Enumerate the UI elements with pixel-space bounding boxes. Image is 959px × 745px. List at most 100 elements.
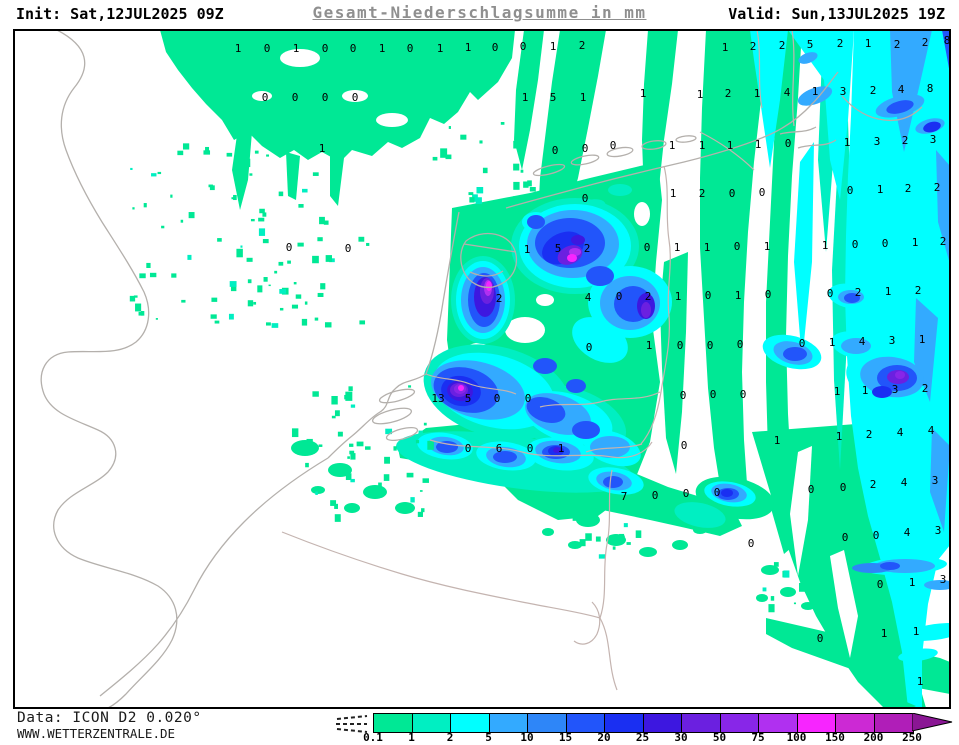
precip-grid-value: 2 [894,38,901,51]
legend-tick-label: 10 [520,731,534,744]
precip-grid-value: 2 [905,182,912,195]
precip-grid-value: 0 [677,339,684,352]
precip-grid-value: 13 [431,392,444,405]
precip-grid-value: 0 [817,632,824,645]
precip-grid-value: 1 [465,41,472,54]
precip-grid-value: 3 [940,573,947,586]
precip-grid-value: 0 [840,481,847,494]
precip-grid-value: 1 [293,42,300,55]
precip-grid-value: 0 [827,287,834,300]
precip-grid-value: 2 [870,478,877,491]
precip-grid-value: 1 [704,241,711,254]
precip-grid-value: 7 [621,490,628,503]
precip-grid-value: 3 [930,133,937,146]
precip-grid-value: 5 [550,91,557,104]
precip-grid-value: 0 [492,41,499,54]
legend-color-segment [374,714,413,732]
precip-grid-value: 2 [579,39,586,52]
precip-grid-value: 8 [927,82,934,95]
precip-grid-value: 0 [286,241,293,254]
precip-grid-value: 0 [610,139,617,152]
precip-grid-value: 5 [465,392,472,405]
data-source-label: Data: ICON D2 0.020° [17,710,202,726]
precip-grid-value: 1 [919,333,926,346]
precip-core-layer [441,231,909,497]
legend-color-segment [797,714,836,732]
legend-color-segment [451,714,490,732]
precip-grid-value: 1 [877,183,884,196]
precip-grid-value: 1 [912,236,919,249]
precip-grid-value: 0 [345,242,352,255]
precip-grid-value: 0 [525,392,532,405]
precip-grid-value: 1 [754,87,761,100]
header: Init: Sat,12JUL2025 09Z Gesamt-Niedersch… [0,0,959,29]
legend-color-segment [566,714,605,732]
precip-grid-value: 1 [319,142,326,155]
valid-time-label: Valid: Sun,13JUL2025 19Z [728,5,945,23]
precip-grid-value: 1 [558,442,565,455]
legend-tick-label: 200 [863,731,884,744]
precip-grid-value: 0 [582,142,589,155]
precip-grid-value: 8 [944,34,951,47]
coastlines-layer [40,30,923,708]
precip-grid-value: 0 [683,487,690,500]
precip-grid-value: 4 [897,426,904,439]
precip-grid-value: 2 [902,134,909,147]
precip-grid-value: 0 [799,337,806,350]
legend-color-segment [874,714,913,732]
precip-grid-value: 0 [710,388,717,401]
precip-grid-value: 0 [740,388,747,401]
precip-grid-value: 0 [734,240,741,253]
precip-grid-value: 4 [859,335,866,348]
precip-grid-value: 4 [784,86,791,99]
website-label: WWW.WETTERZENTRALE.DE [17,726,176,741]
precip-grid-value: 2 [915,284,922,297]
precip-grid-value: 0 [616,290,623,303]
legend-color-segment [643,714,682,732]
precip-grid-value: 2 [934,181,941,194]
precip-grid-value: 1 [722,41,729,54]
legend-tick-label: 50 [712,731,727,744]
precip-grid-value: 0 [644,241,651,254]
precip-grid-value: 0 [785,137,792,150]
precip-grid-value: 0 [494,392,501,405]
precip-grid-value: 0 [262,91,269,104]
legend-tick-label: 250 [902,731,922,744]
precip-grid-value: 1 [697,88,704,101]
precip-grid-value: 0 [808,483,815,496]
precip-grid-value: 1 [764,240,771,253]
precip-grid-value: 2 [922,382,929,395]
precip-grid-value: 0 [582,192,589,205]
legend-tick-label: 0.1 [363,731,383,744]
precip-grid-value: 1 [640,87,647,100]
precip-grid-value: 1 [834,385,841,398]
legend-tick-label: 1 [408,731,415,744]
precip-grid-value: 1 [235,42,242,55]
page-title: Gesamt-Niederschlagsumme in mm [312,3,647,22]
precip-grid-value: 1 [379,42,386,55]
precip-grid-value: 0 [873,529,880,542]
legend-colorbar [373,713,914,733]
precip-grid-value: 1 [755,138,762,151]
precip-grid-value: 0 [748,537,755,550]
precip-grid-value: 0 [407,42,414,55]
precip-grid-value: 4 [904,526,911,539]
precip-grid-value: 0 [765,288,772,301]
legend-tick-label: 150 [825,731,845,744]
legend-tick-label: 5 [485,731,492,744]
precip-grid-value: 3 [892,383,899,396]
precip-grid-value: 1 [675,290,682,303]
precip-grid-value: 0 [586,341,593,354]
precip-grid-value: 1 [829,336,836,349]
precip-grid-value: 3 [874,135,881,148]
legend-color-segment [836,714,875,732]
precip-grid-value: 0 [527,442,534,455]
precip-grid-value: 6 [496,442,503,455]
legend-tick-label: 25 [635,731,650,744]
precip-grid-value: 1 [522,91,529,104]
precip-grid-value: 0 [705,289,712,302]
precip-grid-value: 0 [465,442,472,455]
precip-grid-value: 0 [877,578,884,591]
legend-color-segment [720,714,759,732]
